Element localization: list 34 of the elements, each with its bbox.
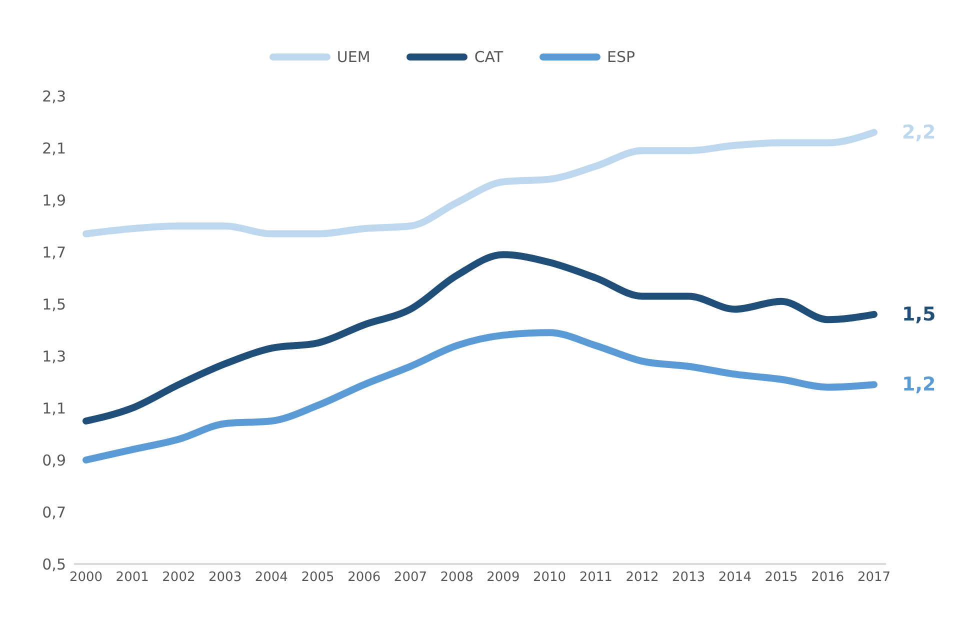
y-tick-label: 0,7 [42,503,66,522]
y-tick-label: 0,9 [42,451,66,470]
x-tick-label: 2016 [811,570,844,586]
x-tick-label: 2010 [532,570,566,586]
x-tick-label: 2013 [672,570,706,586]
x-tick-label: 2014 [718,570,752,586]
x-tick-label: 2009 [486,570,520,586]
y-tick-label: 1,7 [42,243,66,262]
data-label: 2,2 [902,121,936,144]
x-tick-label: 2002 [162,570,196,586]
y-tick-label: 2,1 [42,139,66,158]
y-tick-label: 1,5 [42,295,66,314]
y-tick-label: 0,5 [42,555,66,574]
y-tick-label: 1,3 [42,347,66,366]
data-label: 1,2 [902,374,936,396]
x-tick-label: 2015 [764,570,798,586]
x-tick-label: 2011 [579,570,612,586]
x-tick-label: 2000 [69,570,103,586]
legend-label: ESP [607,48,636,66]
legend-label: CAT [474,48,504,66]
data-label: 1,5 [902,303,936,326]
x-tick-label: 2003 [208,570,242,586]
x-tick-label: 2017 [857,570,891,586]
y-tick-label: 2,3 [42,87,66,106]
x-tick-label: 2007 [394,570,428,586]
y-tick-label: 1,1 [42,399,66,418]
x-tick-label: 2012 [626,570,659,586]
x-tick-label: 2006 [348,570,381,586]
x-tick-label: 2005 [301,570,334,586]
x-tick-label: 2001 [116,570,149,586]
x-tick-label: 2004 [254,570,288,586]
y-tick-label: 1,9 [42,191,66,210]
x-tick-label: 2008 [440,570,474,586]
legend-label: UEM [336,48,370,66]
